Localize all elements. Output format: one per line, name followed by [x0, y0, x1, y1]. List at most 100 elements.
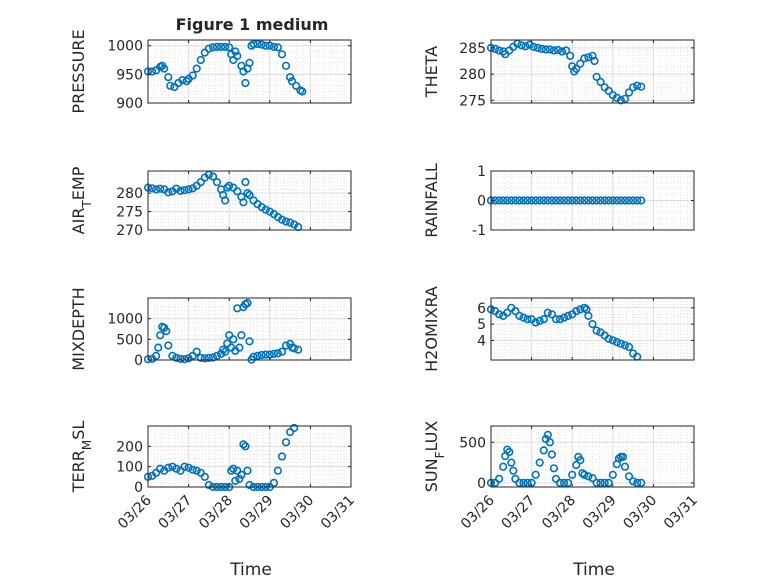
data-point — [551, 196, 561, 205]
data-point — [539, 196, 548, 205]
data-point — [164, 73, 173, 82]
data-point — [241, 178, 250, 187]
data-point — [563, 196, 573, 205]
data-point — [620, 462, 630, 471]
data-point — [535, 196, 544, 205]
data-point — [200, 354, 209, 363]
data-point — [563, 478, 573, 488]
y-tick-label: 6 — [477, 301, 486, 317]
data-point — [604, 478, 613, 488]
data-point — [241, 78, 250, 88]
y-tick-label: 950 — [116, 67, 143, 83]
data-point — [555, 196, 565, 205]
data-point — [612, 338, 622, 347]
data-point — [269, 42, 279, 52]
data-point — [156, 184, 165, 193]
data-point — [277, 50, 287, 59]
data-point — [584, 196, 593, 205]
data-point — [576, 196, 585, 205]
data-point — [261, 350, 270, 359]
subplot-pressure: 900 950 1000 PRESSURE — [69, 29, 352, 114]
data-point — [188, 465, 197, 474]
x-tick-label: 03/27 — [499, 493, 539, 533]
data-point — [624, 342, 634, 352]
data-point — [277, 215, 287, 224]
data-point — [600, 196, 609, 205]
data-point — [192, 466, 201, 475]
data-point — [584, 53, 593, 62]
data-point — [545, 45, 555, 54]
data-point — [519, 478, 528, 488]
data-point — [580, 196, 589, 205]
data-point — [596, 77, 605, 87]
data-point — [243, 466, 252, 475]
data-point — [164, 188, 173, 197]
data-point — [616, 96, 626, 105]
data-point — [221, 196, 230, 205]
data-point — [221, 347, 230, 356]
data-point — [292, 81, 301, 90]
x-tick-label: 03/26 — [458, 492, 498, 532]
data-point — [261, 205, 270, 214]
data-point — [491, 44, 500, 54]
data-point — [243, 298, 252, 308]
y-tick-label: 0 — [134, 480, 143, 496]
data-point — [231, 476, 240, 486]
data-point — [212, 178, 222, 187]
y-tick-label: 4 — [477, 333, 486, 349]
data-point — [529, 42, 538, 51]
figure-title: Figure 1 medium — [176, 15, 329, 34]
data-point — [225, 181, 234, 190]
y-tick-label: 5 — [477, 317, 486, 333]
data-point — [559, 478, 569, 488]
data-point — [180, 355, 189, 364]
data-point — [547, 310, 557, 319]
data-point — [286, 73, 295, 82]
subplot-air-temp: 270 275 280 AIRTEMP — [69, 166, 352, 239]
data-point — [596, 196, 605, 205]
subplot-terr-msl: 03/26 03/27 03/28 03/29 03/30 03/31 0 100 200 TER… — [69, 421, 358, 533]
data-point — [588, 474, 597, 483]
y-tick-label: 280 — [459, 67, 486, 83]
data-point — [192, 64, 201, 73]
data-point — [531, 318, 540, 327]
data-point — [539, 446, 548, 455]
y-axis-label: H2OMIXRA — [422, 286, 441, 372]
y-tick-label: -1 — [472, 223, 486, 239]
y-tick-label: 100 — [116, 460, 143, 476]
data-point — [162, 327, 171, 336]
data-point — [273, 349, 283, 358]
data-point — [537, 44, 546, 54]
y-tick-label: 200 — [116, 439, 143, 455]
y-axis-label: SUNFLUX — [422, 421, 447, 493]
data-point — [580, 54, 589, 63]
data-point — [160, 64, 169, 73]
data-point — [507, 458, 516, 467]
data-point — [596, 478, 605, 488]
data-point — [561, 46, 571, 55]
data-point — [592, 196, 601, 205]
data-point — [503, 196, 512, 205]
y-tick-label: 1000 — [107, 39, 143, 55]
data-point — [551, 315, 561, 324]
data-point — [523, 196, 532, 205]
y-tick-label: 280 — [116, 186, 143, 202]
data-point — [237, 470, 246, 479]
data-point — [290, 344, 299, 353]
data-point — [588, 320, 597, 329]
data-point — [261, 41, 270, 50]
data-point — [521, 42, 530, 51]
data-point — [184, 463, 193, 472]
y-axis-label: THETA — [422, 46, 441, 98]
data-point — [608, 196, 617, 205]
data-point — [277, 347, 287, 356]
data-point — [523, 478, 532, 488]
data-point — [568, 196, 577, 205]
data-point — [245, 480, 254, 490]
data-point — [172, 464, 181, 473]
y-tick-label: 500 — [459, 435, 486, 451]
data-point — [152, 185, 161, 194]
data-point — [531, 196, 540, 205]
data-point — [535, 458, 544, 467]
